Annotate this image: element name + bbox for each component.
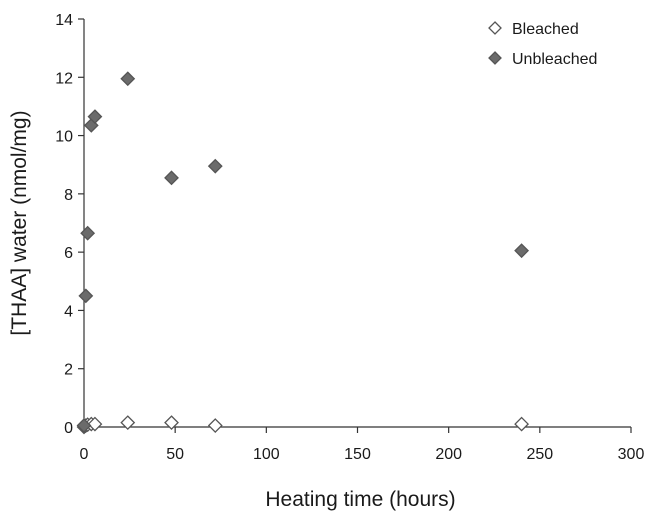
y-axis-label: [THAA] water (nmol/mg)	[8, 110, 31, 335]
y-tick-label: 0	[64, 420, 73, 437]
legend: Bleached Unbleached	[488, 21, 597, 68]
bleached-point	[207, 418, 223, 433]
y-tick-label: 10	[55, 129, 73, 146]
unbleached-point	[164, 170, 179, 186]
data-points	[76, 71, 530, 435]
x-tick-label: 200	[435, 446, 462, 463]
unbleached-point	[78, 288, 94, 304]
x-axis-ticks: 0 50 100 150 200 250 300	[80, 427, 645, 463]
y-tick-label: 12	[55, 70, 73, 87]
bleached-legend-marker	[488, 21, 502, 35]
unbleached-point	[80, 225, 96, 241]
y-tick-label: 2	[64, 362, 73, 379]
unbleached-legend-marker	[488, 51, 502, 65]
unbleached-point	[76, 418, 92, 433]
x-tick-label: 300	[618, 446, 645, 463]
x-tick-label: 0	[80, 446, 89, 463]
unbleached-point	[120, 71, 136, 87]
x-tick-label: 50	[166, 446, 184, 463]
bleached-point	[87, 416, 103, 432]
x-tick-label: 100	[253, 446, 280, 463]
y-tick-label: 6	[64, 245, 73, 262]
x-tick-label: 250	[526, 446, 553, 463]
unbleached-legend-label: Unbleached	[512, 51, 597, 68]
y-tick-label: 14	[55, 12, 73, 29]
bleached-legend-label: Bleached	[512, 21, 579, 38]
x-tick-label: 150	[344, 446, 371, 463]
x-axis-label: Heating time (hours)	[265, 488, 455, 511]
unbleached-point	[87, 109, 103, 125]
bleached-point	[514, 416, 530, 432]
y-tick-label: 4	[64, 303, 73, 320]
bleached-point	[120, 415, 136, 431]
unbleached-point	[207, 158, 223, 174]
y-tick-label: 8	[64, 187, 73, 204]
bleached-point	[164, 415, 179, 431]
axes	[83, 19, 631, 428]
y-axis-ticks: 0 2 4 6 8 10 12 14	[55, 12, 84, 437]
unbleached-point	[514, 243, 530, 259]
